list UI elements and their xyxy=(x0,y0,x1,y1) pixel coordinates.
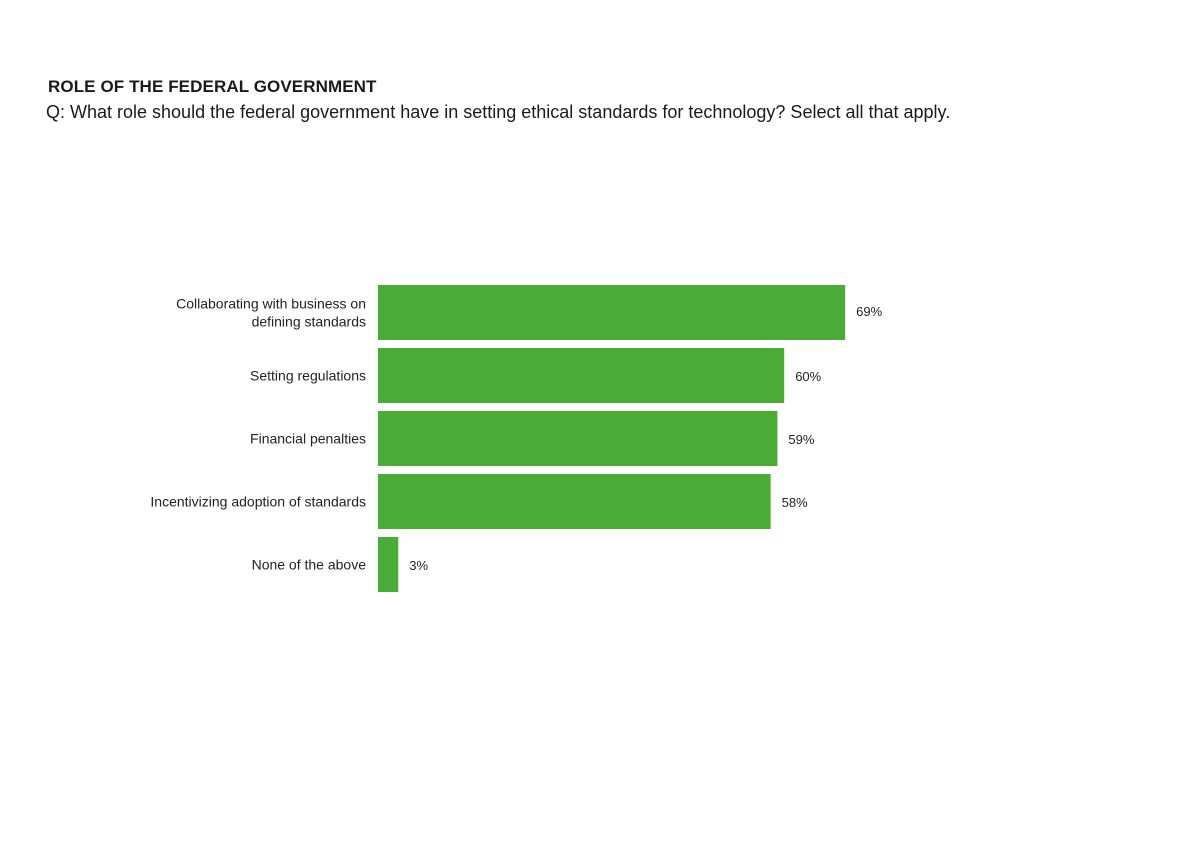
value-label-0: 69% xyxy=(856,304,882,319)
plot-area: Collaborating with business on defining s… xyxy=(150,285,883,592)
category-label-3: Incentivizing adoption of standards xyxy=(150,494,366,510)
category-label-line: defining standards xyxy=(252,314,366,330)
bar-0 xyxy=(378,285,846,340)
category-label-line: Financial penalties xyxy=(250,431,366,447)
category-label-4: None of the above xyxy=(252,557,367,573)
value-label-3: 58% xyxy=(782,495,808,510)
chart-header: ROLE OF THE FEDERAL GOVERNMENT Q: What r… xyxy=(46,76,1168,124)
value-label-2: 59% xyxy=(788,432,814,447)
chart-question: Q: What role should the federal governme… xyxy=(46,102,951,122)
category-label-1: Setting regulations xyxy=(250,368,366,384)
value-label-1: 60% xyxy=(795,369,821,384)
category-label-line: Collaborating with business on xyxy=(176,296,366,312)
category-label-line: None of the above xyxy=(252,557,367,573)
bar-2 xyxy=(378,411,778,466)
bar-4 xyxy=(378,537,399,592)
chart-title: ROLE OF THE FEDERAL GOVERNMENT xyxy=(48,77,377,96)
bar-1 xyxy=(378,348,785,403)
category-label-line: Incentivizing adoption of standards xyxy=(150,494,366,510)
category-label-2: Financial penalties xyxy=(250,431,366,447)
bar-3 xyxy=(378,474,771,529)
category-label-line: Setting regulations xyxy=(250,368,366,384)
value-label-4: 3% xyxy=(409,558,428,573)
category-label-0: Collaborating with business on defining s… xyxy=(176,296,366,330)
